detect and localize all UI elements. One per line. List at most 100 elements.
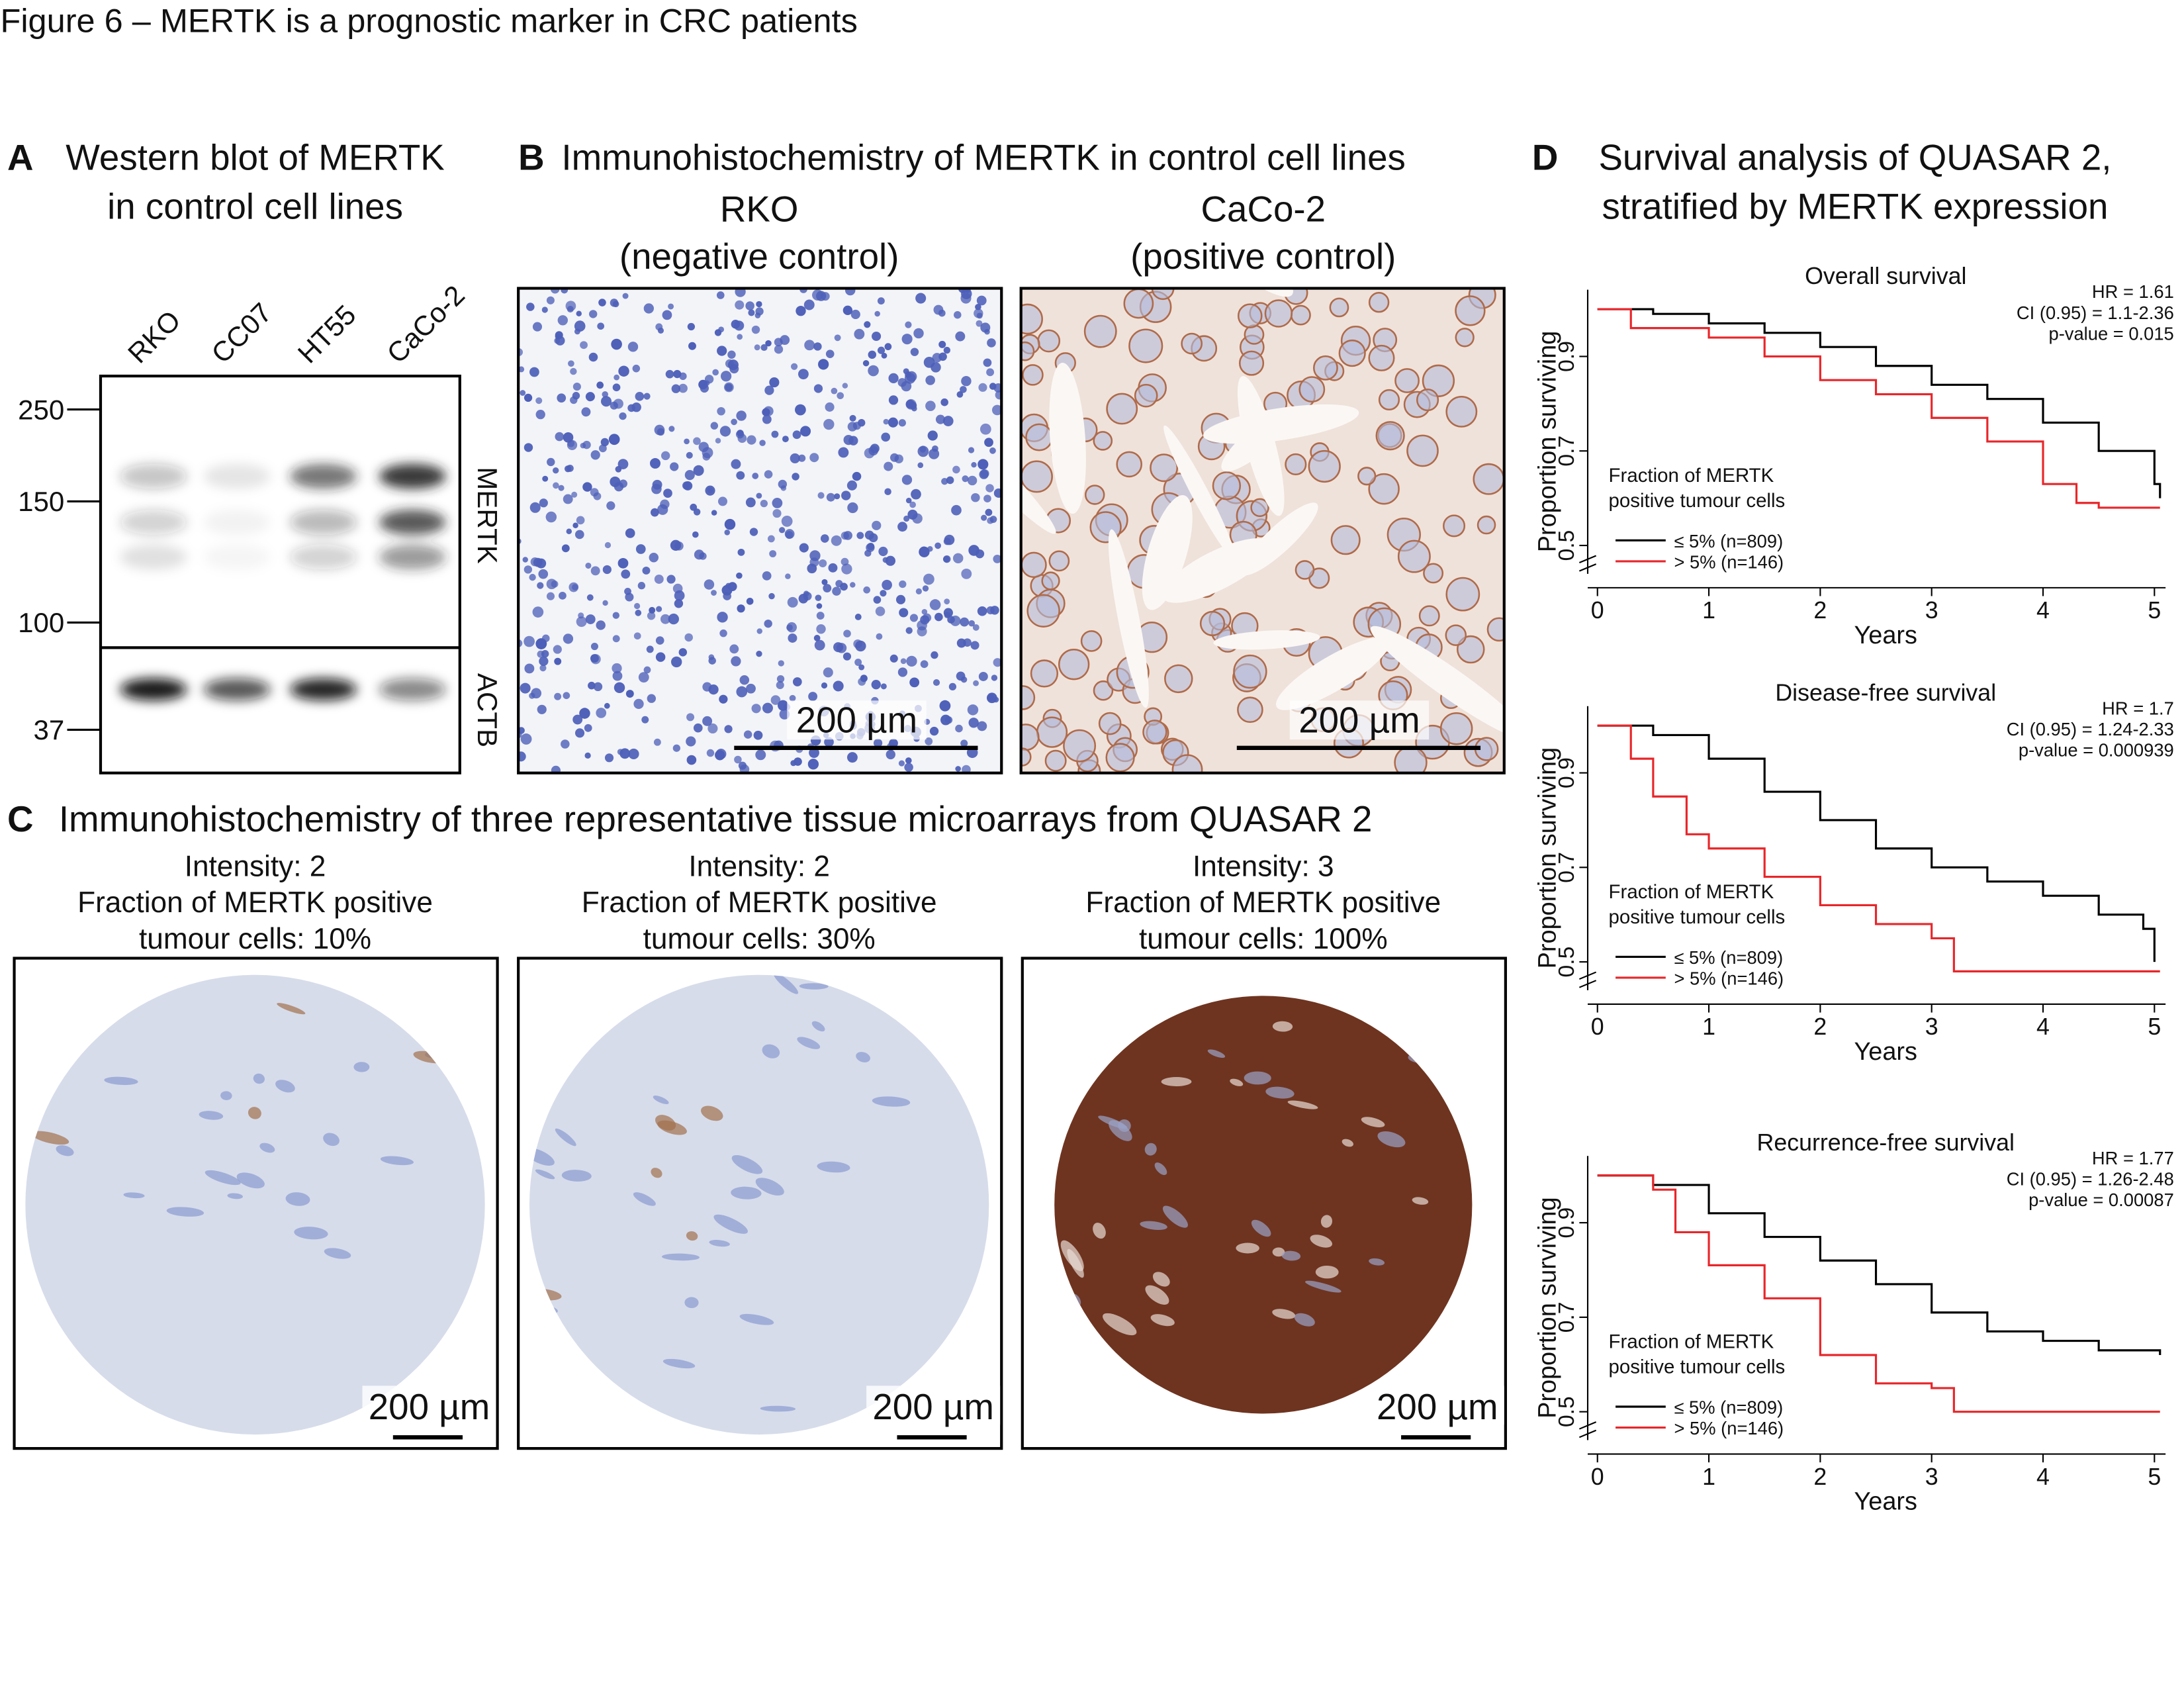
nucleus — [823, 667, 833, 678]
nucleus — [724, 518, 736, 530]
y-axis-label: Proportion surviving — [1534, 747, 1562, 969]
nucleus — [852, 471, 862, 481]
nucleus — [588, 681, 596, 690]
x-tick-label: 1 — [1702, 597, 1715, 624]
marker-label: 150 — [18, 486, 64, 517]
nucleus — [553, 645, 562, 654]
blot-band — [203, 510, 271, 535]
nucleus — [538, 569, 549, 579]
tissue — [104, 1076, 138, 1086]
y-axis-label: Proportion surviving — [1534, 1197, 1562, 1419]
tissue — [248, 1107, 261, 1119]
legend-label: > 5% (n=146) — [1674, 968, 1784, 989]
nucleus — [581, 407, 591, 417]
panel-letter: C — [7, 798, 34, 839]
nucleus — [760, 500, 768, 508]
nucleus — [921, 608, 928, 615]
x-tick-label: 2 — [1813, 1013, 1827, 1040]
nucleus — [811, 289, 823, 301]
nucleus — [841, 563, 852, 575]
nucleus — [979, 423, 991, 435]
nucleus — [876, 633, 883, 640]
nucleus — [588, 352, 598, 362]
nucleus — [963, 638, 972, 647]
nucleus — [956, 391, 964, 398]
tissue — [731, 1186, 762, 1199]
nucleus — [602, 600, 608, 606]
nucleus — [715, 749, 727, 759]
tissue — [323, 1133, 340, 1147]
scale-label: 200 µm — [796, 700, 918, 741]
nucleus — [547, 457, 555, 467]
nucleus — [826, 492, 835, 502]
nucleus — [660, 451, 670, 461]
nucleus — [792, 677, 802, 686]
scale-label: 200 µm — [872, 1386, 994, 1427]
blot-label: ACTB — [472, 673, 503, 747]
cell — [1105, 743, 1135, 773]
nucleus — [666, 575, 676, 584]
stroma — [1049, 362, 1086, 514]
nucleus — [794, 757, 802, 766]
cell — [1036, 716, 1068, 748]
nucleus — [974, 308, 983, 318]
nucleus — [612, 612, 620, 619]
cell — [1439, 712, 1473, 745]
legend-title: Fraction of MERTK — [1609, 881, 1774, 903]
nucleus — [557, 393, 567, 403]
blot-band — [120, 510, 187, 535]
nucleus — [789, 694, 796, 702]
tissue — [701, 1105, 723, 1121]
nucleus — [797, 369, 809, 380]
nucleus — [614, 682, 625, 694]
nucleus — [746, 683, 756, 694]
marker-label: 37 — [33, 714, 64, 745]
tissue — [1272, 1309, 1296, 1319]
panel-title: in control cell lines — [107, 185, 403, 226]
tissue — [1272, 1247, 1285, 1257]
nucleus — [897, 667, 908, 677]
stroma — [1213, 630, 1320, 650]
nucleus — [529, 573, 536, 581]
blot-band — [290, 510, 357, 535]
nucleus — [554, 692, 562, 700]
nucleus — [854, 328, 865, 340]
y-tick-label: 0.9 — [1555, 757, 1579, 788]
nucleus — [670, 539, 682, 551]
nucleus — [604, 753, 614, 763]
nucleus — [596, 381, 604, 389]
panel-letter: D — [1532, 137, 1559, 178]
nucleus — [683, 481, 693, 491]
nucleus — [841, 557, 849, 566]
stroma — [1142, 495, 1193, 610]
nucleus — [993, 488, 1002, 498]
nucleus — [776, 680, 784, 690]
nucleus — [711, 510, 717, 516]
annotation: p-value = 0.000939 — [2019, 739, 2174, 760]
cell — [1084, 485, 1105, 505]
nucleus — [887, 417, 899, 428]
tissue — [1244, 1071, 1271, 1085]
nucleus — [841, 532, 849, 540]
nucleus — [978, 383, 987, 392]
nucleus — [596, 620, 606, 630]
nucleus — [948, 682, 957, 691]
survival-charts: Overall survival 0.5 0.7 0.9 0 1 2 3 4 5 Years Prop… — [1534, 263, 2174, 1515]
cell — [1116, 451, 1143, 478]
x-tick-label: 4 — [2036, 1464, 2050, 1490]
tissue — [760, 1405, 796, 1412]
nucleus — [835, 580, 843, 588]
scale-label: 200 µm — [1298, 700, 1420, 741]
nucleus — [871, 680, 881, 690]
nucleus — [590, 654, 601, 665]
y-tick-label: 0.7 — [1555, 852, 1579, 883]
tissue — [1265, 1086, 1295, 1099]
marker-label: 250 — [18, 394, 64, 425]
blot-band — [120, 678, 187, 701]
nucleus — [864, 530, 874, 540]
nucleus — [668, 303, 674, 310]
nucleus — [520, 733, 532, 745]
nucleus — [717, 496, 728, 506]
nucleus — [944, 612, 951, 619]
